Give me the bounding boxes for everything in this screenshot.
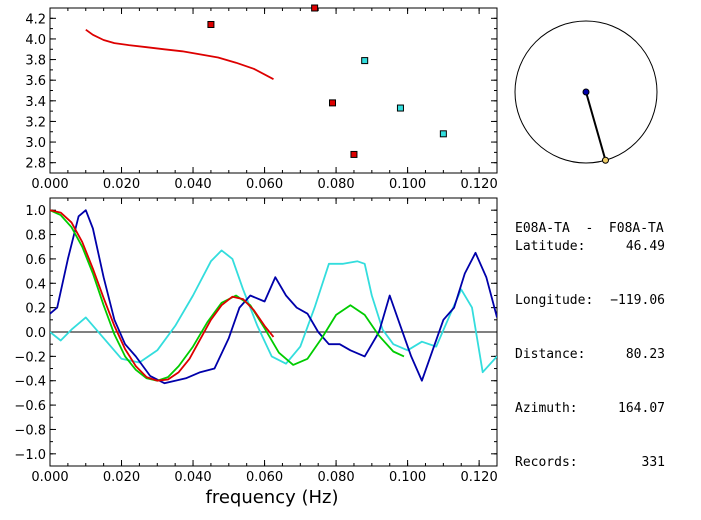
- y-tick-label: 0.4: [25, 277, 46, 292]
- info-label: Records:: [515, 455, 578, 470]
- info-row-distance: Distance: 80.23: [515, 346, 665, 364]
- info-label: Latitude:: [515, 239, 586, 254]
- plot-frame: [49, 7, 498, 174]
- series-line-0: [85, 28, 274, 80]
- y-tick-label: 2.8: [25, 157, 46, 172]
- info-value: 164.07: [618, 401, 665, 416]
- station-info-panel: E08A-TA - F08A-TA: [515, 184, 664, 256]
- info-label: Distance:: [515, 347, 586, 362]
- x-tick-label: 0.020: [103, 177, 140, 192]
- source-station-marker: [582, 88, 590, 96]
- info-row-records: Records: 331: [515, 454, 665, 472]
- x-tick-label: 0.100: [389, 470, 426, 485]
- y-tick-label: −0.2: [14, 350, 46, 365]
- data-point: [396, 104, 404, 112]
- y-tick-label: 0.2: [25, 302, 46, 317]
- y-tick-label: 3.2: [25, 115, 46, 130]
- info-row-latitude: Latitude: 46.49: [515, 238, 665, 256]
- x-tick-label: 0.120: [461, 470, 498, 485]
- series-line-2: [50, 209, 405, 382]
- y-tick-label: 3.8: [25, 54, 46, 69]
- y-tick-label: 1.0: [25, 204, 46, 219]
- x-tick-label: 0.120: [461, 177, 498, 192]
- azimuth-inset: [514, 20, 658, 164]
- velocity-dispersion-plot: 0.000 0.020 0.040 0.060 0.080 0.100 0.120 2.8 3.…: [25, 4, 498, 192]
- station-pair-title: E08A-TA - F08A-TA: [515, 221, 664, 236]
- x-tick-label: 0.060: [246, 470, 283, 485]
- y-tick-label: 3.6: [25, 74, 46, 89]
- info-value: 46.49: [625, 239, 665, 254]
- x-tick-label: 0.040: [174, 470, 211, 485]
- azimuth-line: [585, 91, 607, 161]
- y-tick-label: −0.6: [14, 399, 46, 414]
- x-tick-label: 0.040: [174, 177, 211, 192]
- info-value: 80.23: [625, 347, 665, 362]
- data-point: [311, 4, 319, 12]
- y-tick-label: 4.0: [25, 33, 46, 48]
- info-row-longitude: Longitude: −119.06: [515, 292, 665, 310]
- y-tick-label: 0.6: [25, 253, 46, 268]
- data-point: [207, 21, 215, 28]
- info-value: 331: [641, 455, 665, 470]
- data-point: [350, 150, 358, 158]
- y-tick-label: 3.0: [25, 136, 46, 151]
- series-line-3: [50, 209, 275, 382]
- x-tick-label: 0.080: [317, 177, 354, 192]
- correlation-plot: 0.000 0.020 0.040 0.060 0.080 0.100 0.120 1.0 0.…: [14, 197, 498, 485]
- y-tick-label: −0.4: [14, 375, 46, 390]
- info-row-azimuth: Azimuth: 164.07: [515, 400, 665, 418]
- x-tick-label: 0.080: [317, 470, 354, 485]
- x-axis-title: frequency (Hz): [205, 487, 338, 508]
- series-line-1: [50, 209, 497, 385]
- x-tick-label: 0.000: [31, 470, 68, 485]
- series-line-0: [50, 249, 497, 374]
- station-info-rows: Latitude: 46.49 Longitude: −119.06 Distanc…: [515, 202, 665, 490]
- y-tick-label: −0.8: [14, 423, 46, 438]
- info-value: −119.06: [610, 293, 665, 308]
- data-point: [439, 130, 447, 138]
- x-tick-label: 0.000: [31, 177, 68, 192]
- y-tick-label: 4.2: [25, 12, 46, 27]
- y-tick-label: −1.0: [14, 448, 46, 463]
- x-tick-label: 0.060: [246, 177, 283, 192]
- y-tick-label: 3.4: [25, 95, 46, 110]
- data-point: [361, 57, 369, 65]
- y-tick-label: 0.8: [25, 229, 46, 244]
- azimuth-circle: [514, 20, 658, 164]
- info-label: Azimuth:: [515, 401, 578, 416]
- y-tick-label: 0.0: [25, 326, 46, 341]
- x-tick-label: 0.020: [103, 470, 140, 485]
- receiver-station-marker: [601, 156, 609, 164]
- x-tick-label: 0.100: [389, 177, 426, 192]
- data-point: [329, 99, 337, 107]
- info-label: Longitude:: [515, 293, 594, 308]
